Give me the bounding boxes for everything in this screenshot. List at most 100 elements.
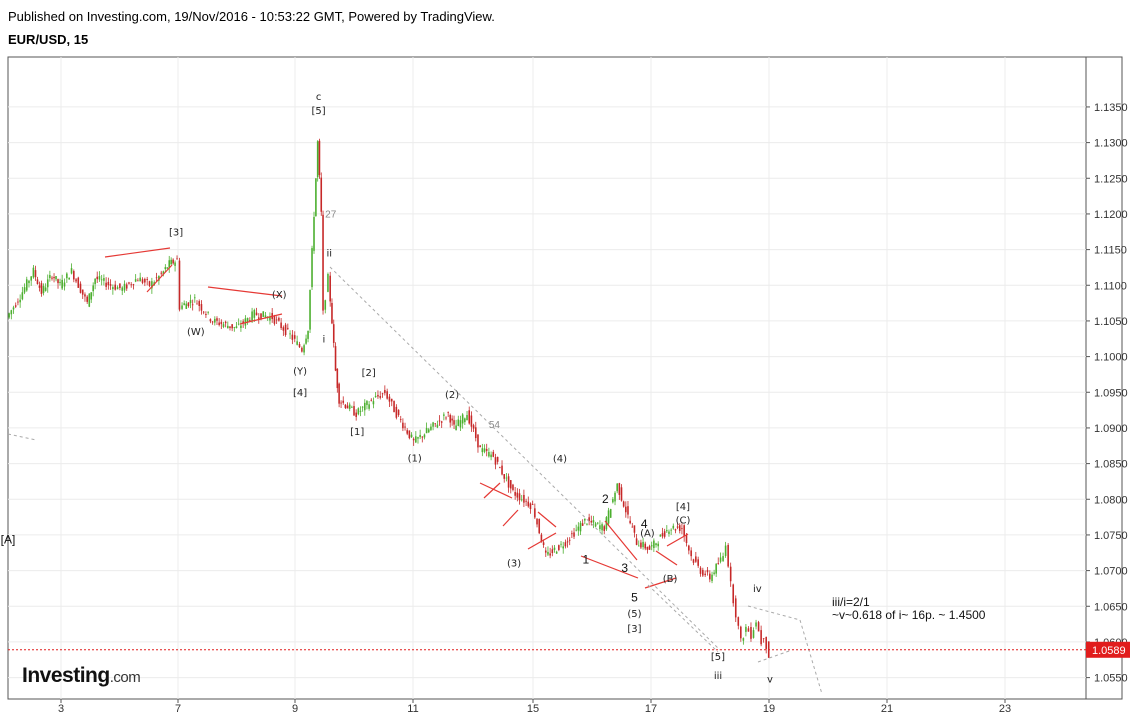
candle-body	[344, 404, 347, 408]
candle-body	[722, 556, 724, 561]
candle-body	[393, 401, 395, 413]
wave-label: (W)	[187, 327, 205, 338]
symbol-title: EUR/USD, 15	[8, 32, 89, 47]
candle-body	[616, 483, 618, 492]
candle-body	[275, 319, 278, 321]
candle-body	[434, 423, 437, 425]
candle-body	[100, 279, 103, 281]
candle-body	[492, 451, 495, 457]
candle-body	[155, 277, 158, 279]
analysis-note: ~v~0.618 of i~ 16p. ~ 1.4500	[832, 608, 986, 622]
candle-body	[614, 492, 616, 502]
trend-line	[104, 247, 171, 258]
y-tick-label: 1.0800	[1094, 494, 1128, 506]
wave-label: [4]	[293, 388, 307, 399]
candle-body	[445, 417, 447, 419]
candle-body	[19, 299, 21, 303]
candle-body	[455, 425, 457, 431]
y-tick-label: 1.0750	[1094, 530, 1128, 542]
candle-body	[496, 456, 499, 462]
candle-body	[222, 324, 225, 327]
candle-body	[412, 438, 415, 441]
candle-body	[384, 390, 386, 394]
trend-line	[655, 550, 678, 566]
candle-body	[81, 289, 84, 295]
candle-body	[42, 285, 45, 293]
candle-body	[14, 305, 17, 307]
trend-line	[666, 533, 689, 547]
candle-body	[635, 538, 638, 545]
candle-body	[370, 399, 373, 401]
candle-body	[381, 393, 384, 395]
candle-body	[96, 276, 99, 280]
candle-body	[38, 285, 41, 288]
candle-body	[633, 525, 636, 533]
x-tick-label: 17	[645, 703, 657, 715]
candle-body	[172, 259, 174, 264]
candle-body	[544, 550, 547, 553]
candle-body	[555, 551, 558, 554]
candle-body	[542, 542, 545, 545]
candle-body	[553, 547, 556, 550]
candle-body	[715, 563, 717, 574]
candle-body	[46, 279, 49, 288]
candle-body	[470, 415, 473, 427]
wave-label: [1]	[350, 427, 364, 438]
candle-body	[438, 420, 441, 422]
candle-body	[499, 467, 501, 469]
candle-body	[28, 280, 30, 284]
candle-body	[168, 260, 171, 268]
candle-body	[55, 276, 57, 280]
candle-body	[103, 278, 105, 281]
projection-line	[647, 584, 719, 653]
logo-text: Investing	[22, 664, 110, 687]
candle-body	[503, 474, 506, 479]
candle-body	[346, 405, 349, 409]
candle-body	[32, 267, 35, 278]
candle-body	[646, 546, 649, 550]
last-price-label: 1.0589	[1092, 645, 1126, 657]
candle-body	[334, 346, 337, 371]
candle-body	[249, 320, 251, 321]
logo-suffix: .com	[109, 669, 141, 686]
candle-body	[253, 309, 256, 318]
candle-body	[637, 545, 640, 547]
candle-body	[134, 279, 137, 282]
candle-body	[564, 542, 567, 547]
x-tick-label: 3	[58, 703, 64, 715]
candle-body	[307, 330, 309, 339]
candle-body	[176, 258, 178, 260]
projection-line	[329, 266, 721, 651]
candle-body	[353, 406, 355, 416]
candle-body	[202, 311, 205, 313]
candle-body	[457, 419, 460, 426]
candle-body	[609, 509, 612, 518]
candle-body	[372, 401, 375, 405]
projection-line	[757, 649, 793, 663]
candle-body	[568, 539, 571, 541]
candle-body	[251, 311, 253, 322]
candle-body	[17, 301, 19, 303]
candle-body	[601, 524, 603, 531]
candle-body	[164, 267, 167, 270]
candle-body	[53, 277, 55, 279]
candle-body	[329, 275, 331, 302]
wave-label: 1	[583, 552, 590, 566]
candle-body	[128, 282, 130, 284]
candle-body	[747, 628, 750, 632]
candle-body	[494, 457, 497, 465]
candle-body	[464, 418, 466, 423]
candle-body	[588, 517, 590, 521]
wave-label: [2]	[362, 368, 376, 379]
candle-body	[430, 426, 432, 430]
candle-body	[227, 325, 229, 329]
candle-body	[348, 404, 351, 409]
candle-body	[395, 406, 398, 418]
wave-label: v	[767, 675, 773, 686]
candle-body	[92, 285, 94, 292]
candle-body	[536, 518, 538, 525]
candle-body	[581, 523, 584, 526]
candle-body	[699, 567, 702, 574]
wave-label: (X)	[272, 290, 287, 301]
